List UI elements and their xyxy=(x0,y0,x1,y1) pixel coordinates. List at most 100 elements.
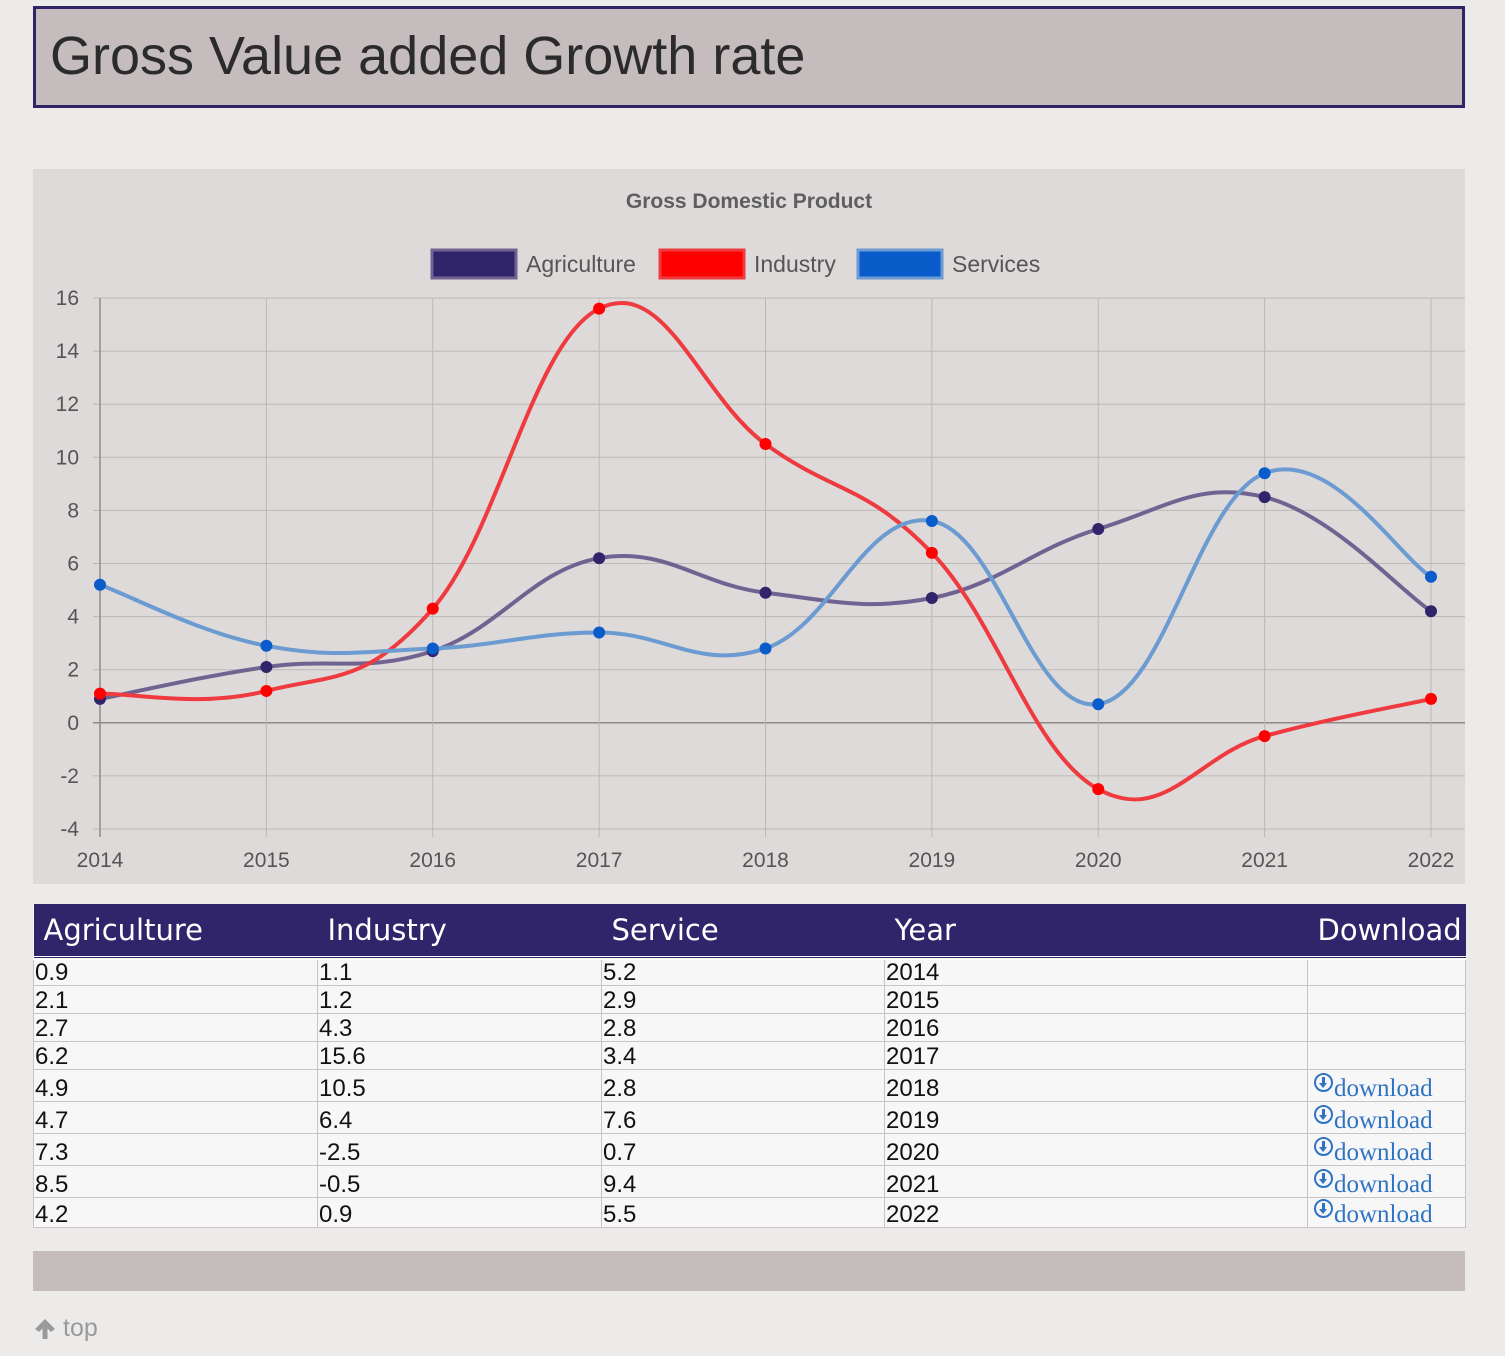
download-link[interactable]: download xyxy=(1314,1072,1433,1102)
table-row: 8.5 -0.5 9.4 2021 download xyxy=(33,1164,1466,1198)
data-point-agriculture xyxy=(759,586,772,599)
back-to-top-link[interactable]: top xyxy=(33,1314,98,1343)
y-tick-label: 8 xyxy=(67,499,79,522)
data-point-agriculture xyxy=(1092,522,1105,535)
data-point-agriculture xyxy=(260,661,273,674)
x-tick-label: 2022 xyxy=(1408,849,1455,872)
cell-industry: 1.1 xyxy=(317,957,602,986)
y-tick-label: -2 xyxy=(60,765,79,788)
data-point-services xyxy=(94,578,106,591)
cell-industry: 1.2 xyxy=(317,984,602,1014)
cell-agriculture: 8.5 xyxy=(33,1164,318,1198)
y-tick-label: 14 xyxy=(56,340,80,363)
y-tick-label: 10 xyxy=(56,446,79,469)
cell-agriculture: 4.2 xyxy=(33,1196,318,1228)
cell-download xyxy=(1307,1012,1466,1042)
cell-year: 2017 xyxy=(884,1040,1308,1070)
column-header-download: Download xyxy=(1307,904,1466,960)
column-header-year: Year xyxy=(884,904,1308,960)
gdp-line-chart: Gross Domestic Product Agriculture Indust… xyxy=(56,190,1465,872)
data-point-services xyxy=(925,515,938,528)
data-point-industry xyxy=(260,684,273,697)
cell-download xyxy=(1307,1040,1466,1070)
data-point-services xyxy=(1258,467,1271,480)
cell-year: 2020 xyxy=(884,1132,1308,1166)
data-point-agriculture xyxy=(593,552,606,565)
back-to-top-label: top xyxy=(63,1314,98,1342)
series-line-industry xyxy=(99,300,1432,802)
x-tick-label: 2016 xyxy=(409,849,456,872)
cell-download xyxy=(1307,984,1466,1014)
legend-label-services[interactable]: Services xyxy=(952,251,1040,277)
cell-download: download xyxy=(1307,1068,1466,1102)
download-link[interactable]: download xyxy=(1314,1104,1433,1134)
cell-download: download xyxy=(1307,1164,1466,1198)
cell-agriculture: 4.7 xyxy=(33,1100,318,1134)
cell-agriculture: 7.3 xyxy=(33,1132,318,1166)
cell-year: 2018 xyxy=(884,1068,1308,1102)
column-header-industry: Industry xyxy=(317,904,602,960)
table-row: 2.7 4.3 2.8 2016 xyxy=(33,1012,1466,1042)
cell-agriculture: 6.2 xyxy=(33,1040,318,1070)
cell-service: 2.9 xyxy=(601,984,885,1014)
cell-service: 0.7 xyxy=(601,1132,885,1166)
chart-title: Gross Domestic Product xyxy=(626,190,872,213)
data-point-agriculture xyxy=(925,592,938,605)
x-tick-label: 2018 xyxy=(742,849,789,872)
cell-service: 7.6 xyxy=(601,1100,885,1134)
cell-year: 2015 xyxy=(884,984,1308,1014)
download-label: download xyxy=(1334,1074,1433,1102)
chart-grid xyxy=(93,297,1465,837)
cell-download: download xyxy=(1307,1196,1466,1228)
download-link[interactable]: download xyxy=(1314,1136,1433,1166)
column-header-service: Service xyxy=(601,904,885,960)
legend-swatch-agriculture[interactable] xyxy=(430,248,518,280)
cell-service: 2.8 xyxy=(601,1068,885,1102)
data-point-services xyxy=(1425,570,1437,583)
legend-swatch-services[interactable] xyxy=(856,248,944,280)
x-tick-label: 2014 xyxy=(77,849,124,872)
data-point-industry xyxy=(426,602,439,615)
data-point-industry xyxy=(759,438,772,451)
download-label: download xyxy=(1334,1138,1433,1166)
cell-agriculture: 2.1 xyxy=(33,984,318,1014)
cell-service: 3.4 xyxy=(601,1040,885,1070)
table-row: 2.1 1.2 2.9 2015 xyxy=(33,984,1466,1014)
table-header-row: Agriculture Industry Service Year Downlo… xyxy=(33,904,1466,960)
y-tick-label: -4 xyxy=(60,818,79,841)
column-header-agriculture: Agriculture xyxy=(33,904,318,960)
table-body: 0.9 1.1 5.2 2014 2.1 1.2 2.9 2015 2.7 4.3 2.8 2016 6… xyxy=(33,957,1466,1228)
x-tick-label: 2017 xyxy=(576,849,623,872)
data-point-services xyxy=(1092,698,1105,711)
data-point-industry xyxy=(1258,730,1271,743)
y-tick-label: 0 xyxy=(67,712,79,735)
cell-industry: 4.3 xyxy=(317,1012,602,1042)
cell-industry: 15.6 xyxy=(317,1040,602,1070)
cell-year: 2019 xyxy=(884,1100,1308,1134)
y-tick-label: 6 xyxy=(67,553,79,576)
y-tick-label: 4 xyxy=(67,606,79,629)
download-link[interactable]: download xyxy=(1314,1198,1433,1228)
download-circle-icon xyxy=(1314,1104,1333,1124)
legend-label-agriculture[interactable]: Agriculture xyxy=(526,251,636,277)
page-header: Gross Value added Growth rate xyxy=(33,6,1465,108)
download-link[interactable]: download xyxy=(1314,1168,1433,1198)
cell-download: download xyxy=(1307,1132,1466,1166)
download-circle-icon xyxy=(1314,1198,1333,1218)
chart-axes: -4 -2 0 2 4 6 8 10 12 14 16 2014 2015 2016 2017 2018 201… xyxy=(56,287,1455,872)
download-circle-icon xyxy=(1314,1136,1333,1156)
series-line-services xyxy=(99,467,1433,707)
cell-year: 2021 xyxy=(884,1164,1308,1198)
cell-service: 2.8 xyxy=(601,1012,885,1042)
table-row: 4.9 10.5 2.8 2018 download xyxy=(33,1068,1466,1102)
x-tick-label: 2019 xyxy=(909,849,956,872)
data-point-agriculture xyxy=(1258,491,1271,504)
cell-agriculture: 2.7 xyxy=(33,1012,318,1042)
legend-swatch-industry[interactable] xyxy=(658,248,746,280)
data-point-industry xyxy=(1425,692,1437,705)
y-tick-label: 16 xyxy=(56,287,79,310)
data-point-services xyxy=(759,642,772,655)
legend-label-industry[interactable]: Industry xyxy=(754,251,836,277)
cell-agriculture: 4.9 xyxy=(33,1068,318,1102)
cell-industry: 0.9 xyxy=(317,1196,602,1228)
